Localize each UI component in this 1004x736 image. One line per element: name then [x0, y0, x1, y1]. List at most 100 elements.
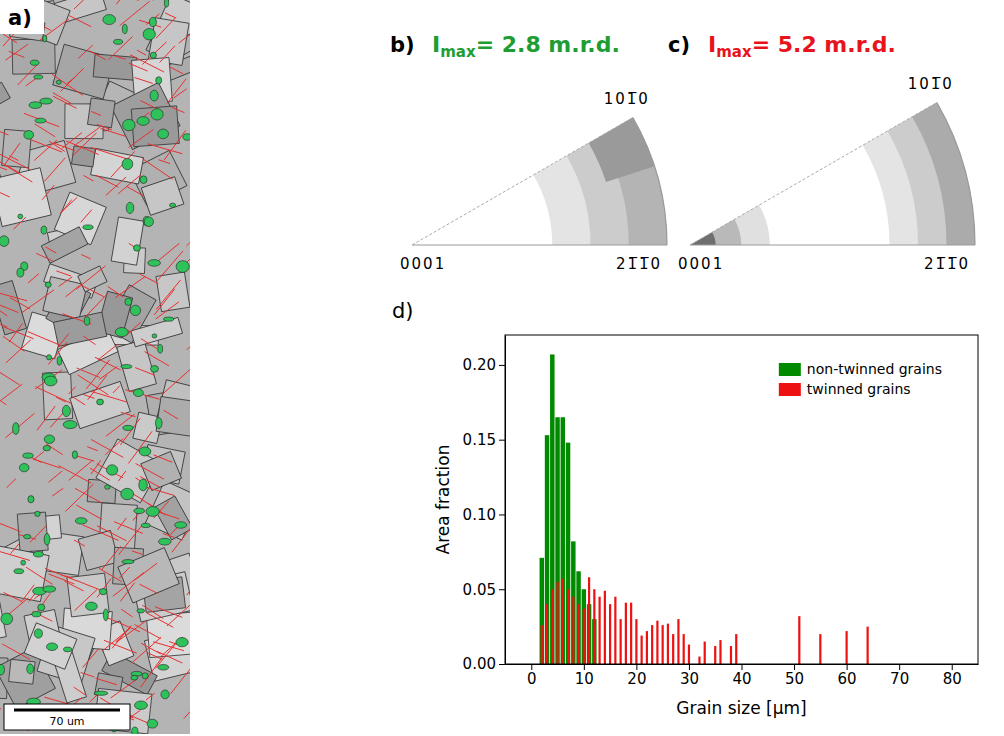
- twin-boundary: [0, 696, 1, 709]
- x-axis-title: Grain size [µm]: [676, 698, 807, 718]
- grain: [17, 512, 48, 552]
- non-twinned-grain: [33, 551, 43, 557]
- non-twinned-grain: [44, 533, 50, 545]
- y-tick-mark: [499, 589, 505, 590]
- twin-boundary: [9, 323, 22, 342]
- twin-boundary: [61, 68, 84, 91]
- twin-boundary: [88, 375, 107, 400]
- twin-boundary: [18, 65, 37, 85]
- twin-boundary: [6, 340, 31, 363]
- bar: [714, 646, 716, 664]
- x-tick: 80: [943, 664, 962, 688]
- title-symbol: I: [432, 32, 440, 57]
- x-tick-label: 30: [680, 670, 699, 688]
- non-twinned-grain: [34, 75, 43, 79]
- bar: [576, 571, 580, 664]
- twin-boundary: [160, 46, 175, 63]
- grain: [93, 54, 136, 80]
- non-twinned-grain: [133, 389, 143, 397]
- label-patch: [0, 0, 44, 34]
- non-twinned-grain: [46, 355, 51, 360]
- twin-boundary: [97, 464, 123, 478]
- twin-boundary: [114, 522, 143, 534]
- twin-boundary: [0, 158, 7, 170]
- non-twinned-grain: [44, 435, 54, 443]
- non-twinned-grain: [103, 609, 108, 621]
- non-twinned-grain: [150, 366, 158, 373]
- bar: [635, 619, 637, 664]
- legend: non-twinned grainstwinned grains: [779, 361, 942, 397]
- non-twinned-grain: [44, 376, 57, 386]
- twin-boundary: [134, 78, 152, 84]
- non-twinned-grain: [17, 268, 24, 277]
- non-twinned-grain: [30, 60, 39, 65]
- pole-figure: 000121̅1̅0101̅0: [678, 75, 975, 274]
- non-twinned-grain: [131, 675, 138, 680]
- twin-boundary: [148, 144, 183, 154]
- twin-boundary: [99, 568, 122, 582]
- twin-boundary: [56, 271, 71, 276]
- panel-label: c): [668, 33, 690, 57]
- non-twinned-grain: [21, 560, 26, 565]
- grain: [118, 548, 179, 603]
- non-twinned-grain: [121, 364, 132, 368]
- twin-boundary: [132, 551, 142, 554]
- twin-boundary: [0, 290, 27, 300]
- non-twinned-grain: [176, 638, 188, 647]
- twin-boundary: [59, 277, 73, 287]
- twin-boundary: [61, 575, 73, 578]
- y-tick-mark: [499, 514, 505, 515]
- twin-boundary: [171, 663, 190, 694]
- grain: [117, 340, 157, 392]
- twin-boundary: [0, 368, 20, 385]
- triangle-edge: [412, 118, 633, 246]
- bar: [641, 636, 643, 664]
- non-twinned-grain: [155, 418, 162, 429]
- bar: [541, 625, 543, 664]
- x-tick-label: 60: [838, 670, 857, 688]
- twin-boundary: [120, 1, 150, 25]
- twin-boundary: [132, 637, 161, 663]
- non-twinned-grain: [156, 77, 162, 84]
- non-twinned-grain: [0, 664, 4, 675]
- twin-boundary: [172, 522, 190, 553]
- twin-boundary: [26, 567, 53, 584]
- histogram-panel: d)010203040506070800.000.050.100.150.20G…: [392, 299, 979, 718]
- twin-boundary: [34, 451, 44, 459]
- twin-boundary: [184, 699, 190, 719]
- bar: [846, 631, 848, 664]
- non-twinned-grain: [0, 236, 9, 247]
- twin-boundary: [37, 406, 55, 430]
- non-twinned-grain: [121, 488, 134, 499]
- twin-boundary: [116, 621, 145, 642]
- twin-boundary: [35, 370, 62, 389]
- non-twinned-grain: [32, 612, 41, 617]
- twin-boundary: [142, 159, 172, 180]
- twin-boundary: [179, 30, 190, 43]
- x-tick-label: 40: [732, 670, 751, 688]
- twin-boundary: [66, 141, 99, 155]
- scale-bar: [14, 709, 120, 712]
- non-twinned-grain: [161, 690, 169, 699]
- bar: [662, 625, 664, 664]
- twin-boundary: [97, 578, 111, 597]
- twin-boundary: [142, 42, 166, 65]
- y-axis-line: [505, 336, 506, 665]
- non-twinned-grain: [1, 613, 13, 625]
- bar: [819, 634, 821, 664]
- non-twinned-grain: [35, 118, 46, 123]
- corner-label: 21̅1̅0: [616, 255, 662, 273]
- non-twinned-grain: [139, 479, 148, 491]
- non-twinned-grain: [130, 305, 140, 315]
- non-twinned-grain: [19, 464, 29, 472]
- bar: [656, 621, 658, 664]
- non-twinned-grain: [106, 465, 117, 475]
- twin-boundary: [138, 0, 154, 1]
- twin-boundary: [11, 544, 19, 554]
- triangle-edge: [690, 244, 975, 245]
- non-twinned-grain: [41, 226, 47, 234]
- twin-boundary: [128, 431, 152, 463]
- non-twinned-grain: [43, 445, 50, 450]
- bar: [735, 634, 737, 664]
- grain: [111, 217, 144, 265]
